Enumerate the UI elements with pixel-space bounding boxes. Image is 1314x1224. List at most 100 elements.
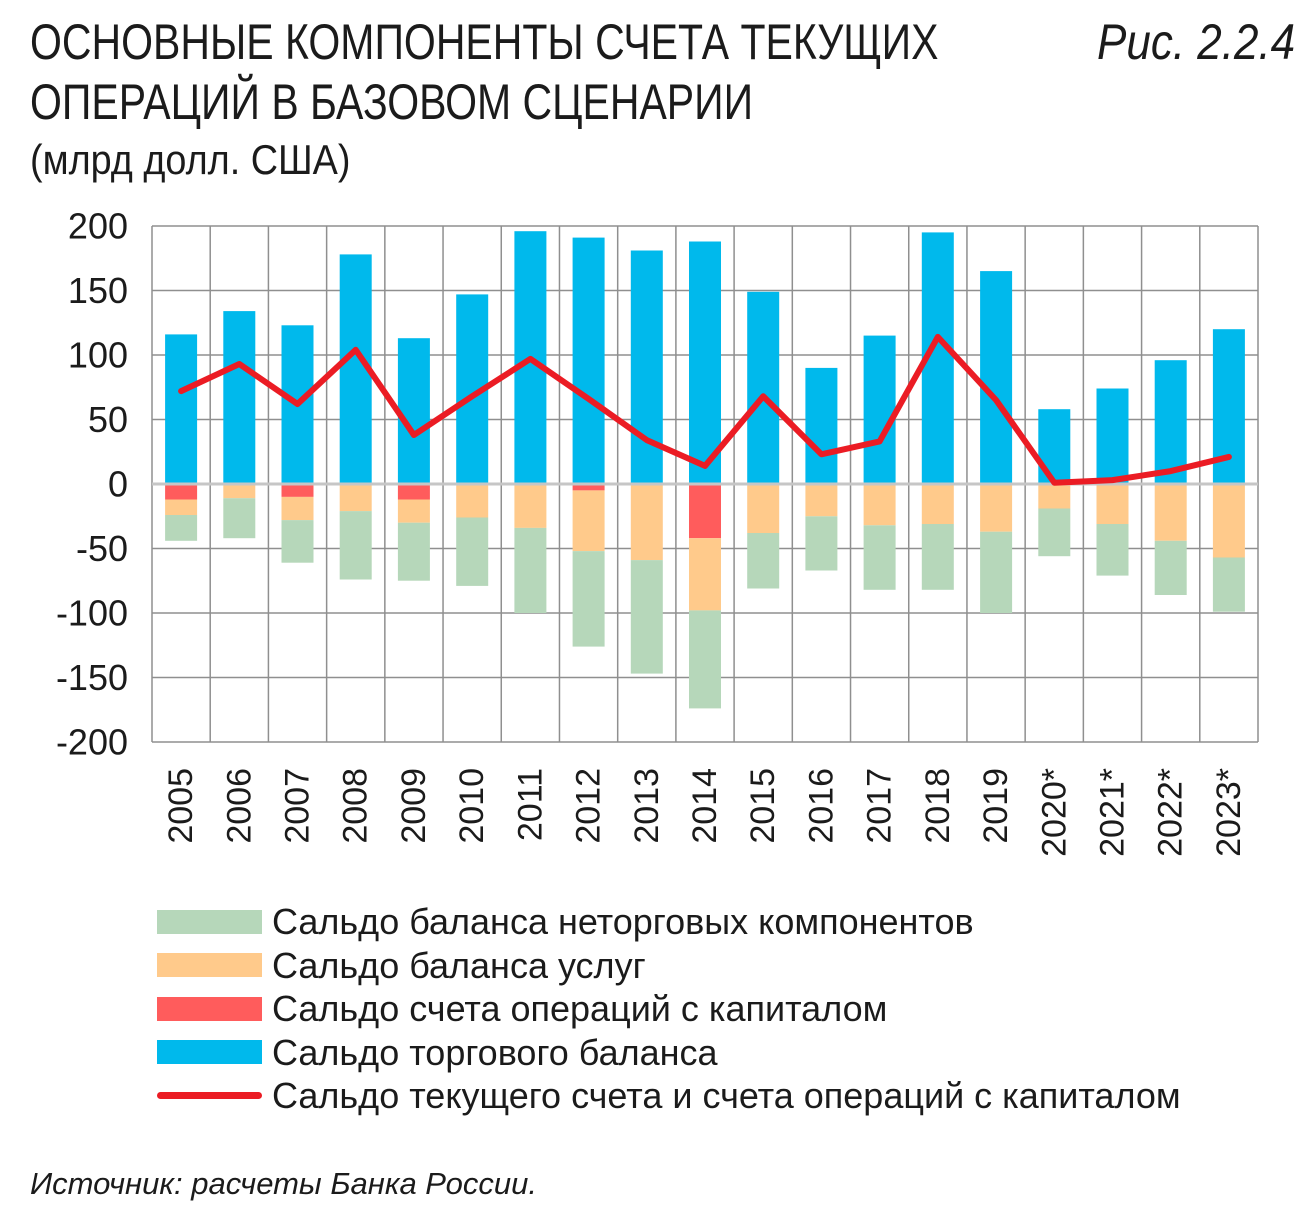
x-tick-label: 2018 xyxy=(919,768,957,844)
bar-series-3-2019 xyxy=(980,271,1013,484)
x-tick-label: 2022* xyxy=(1152,768,1190,857)
x-tick-label: 2014 xyxy=(686,768,724,844)
y-tick-label: 0 xyxy=(108,464,128,505)
bar-series-0-2019 xyxy=(980,531,1013,613)
bar-series-1-2010 xyxy=(456,484,489,518)
figure-number: Рис. 2.2.4 xyxy=(1096,14,1295,70)
legend-item-services: Сальдо баланса услуг xyxy=(157,944,1181,988)
bar-series-1-2014 xyxy=(689,538,721,611)
x-tick-label: 2009 xyxy=(395,768,433,844)
legend-item-capital: Сальдо счета операций с капиталом xyxy=(157,987,1181,1031)
bar-series-3-2006 xyxy=(223,311,256,484)
x-tick-label: 2015 xyxy=(744,768,782,844)
y-axis-labels: 200 150 100 50 0 -50 -100 -150 -200 xyxy=(56,206,128,763)
bar-series-0-2017 xyxy=(863,525,896,590)
bar-series-3-2014 xyxy=(689,241,721,484)
legend-item-trade: Сальдо торгового баланса xyxy=(157,1031,1181,1075)
chart-title-line-1: ОСНОВНЫЕ КОМПОНЕНТЫ СЧЕТА ТЕКУЩИХ xyxy=(30,14,939,70)
chart-legend: Сальдо баланса неторговых компонентов Са… xyxy=(157,900,1181,1118)
bar-series-3-2012 xyxy=(572,237,605,484)
bar-series-1-2022 xyxy=(1154,484,1187,541)
bar-series-1-2021 xyxy=(1096,484,1129,524)
x-tick-label: 2017 xyxy=(861,768,899,844)
bar-series-1-2006 xyxy=(223,484,256,499)
x-tick-label: 2020* xyxy=(1035,768,1073,857)
line-series xyxy=(178,333,1232,486)
bar-series-0-2009 xyxy=(397,522,430,581)
bar-series-3-2021 xyxy=(1096,388,1129,484)
bar-series-3-2020 xyxy=(1038,409,1071,484)
bar-series-1-2017 xyxy=(863,484,896,526)
bar-series-3-2017 xyxy=(863,335,896,484)
y-tick-label: -100 xyxy=(56,593,128,634)
bar-series-2-2009 xyxy=(397,484,430,500)
bar-series-3-2013 xyxy=(630,250,663,484)
y-tick-label: 150 xyxy=(68,270,128,311)
bar-series-1-2005 xyxy=(165,499,198,515)
bar-series-3-2016 xyxy=(805,367,838,484)
x-tick-label: 2016 xyxy=(802,768,840,844)
bar-series-0-2015 xyxy=(747,533,780,589)
x-tick-label: 2011 xyxy=(511,768,549,841)
bar-series-3-2009 xyxy=(397,338,430,484)
x-axis-labels: 2005 2006 2007 2008 2009 2010 2011 2012 2013 2014… xyxy=(162,768,1248,857)
bar-series-1-2011 xyxy=(514,484,547,528)
bar-series-1-2015 xyxy=(747,484,780,533)
y-tick-label: 100 xyxy=(68,335,128,376)
bar-series-0-2021 xyxy=(1096,524,1129,576)
bar-series-2-2014 xyxy=(689,484,721,539)
y-tick-label: 200 xyxy=(68,206,128,247)
y-tick-label: -50 xyxy=(76,528,128,569)
x-tick-label: 2012 xyxy=(570,768,608,844)
bar-series-0-2006 xyxy=(223,498,256,539)
x-tick-label: 2019 xyxy=(977,768,1015,844)
legend-label-services: Сальдо баланса услуг xyxy=(272,944,646,986)
legend-item-non-trade: Сальдо баланса неторговых компонентов xyxy=(157,900,1181,944)
bar-series-2-2005 xyxy=(165,484,198,500)
legend-swatch-current-account-line xyxy=(157,1092,262,1100)
bar-series-1-2023 xyxy=(1212,484,1245,558)
bar-series-0-2008 xyxy=(339,511,372,580)
source-note: Источник: расчеты Банка России. xyxy=(30,1166,537,1201)
y-tick-label: 50 xyxy=(88,399,128,440)
legend-label-current-account: Сальдо текущего счета и счета операций с… xyxy=(272,1075,1181,1117)
bar-series-0-2020 xyxy=(1038,508,1071,557)
bar-series-2-2012 xyxy=(572,484,605,491)
chart-title-line-2: ОПЕРАЦИЙ В БАЗОВОМ СЦЕНАРИИ xyxy=(30,74,754,130)
bar-series-0-2016 xyxy=(805,516,838,571)
x-tick-label: 2005 xyxy=(162,768,200,844)
chart-units-subtitle: (млрд долл. США) xyxy=(30,136,351,183)
bar-series-0-2012 xyxy=(572,551,605,647)
x-tick-label: 2008 xyxy=(337,768,375,844)
x-tick-label: 2013 xyxy=(628,768,666,844)
legend-swatch-capital xyxy=(157,996,262,1021)
legend-item-current-account: Сальдо текущего счета и счета операций с… xyxy=(157,1074,1181,1118)
bar-series-1-2020 xyxy=(1038,484,1071,509)
bar-series-1-2008 xyxy=(339,484,372,512)
bar-series-0-2007 xyxy=(281,520,314,563)
legend-swatch-trade xyxy=(157,1040,262,1065)
bar-series-3-2022 xyxy=(1154,360,1187,484)
bar-series-0-2005 xyxy=(165,515,198,541)
legend-label-capital: Сальдо счета операций с капиталом xyxy=(272,988,888,1030)
bar-series-1-2007 xyxy=(281,496,314,521)
legend-swatch-non-trade xyxy=(157,909,262,934)
bar-series-1-2012 xyxy=(572,490,605,551)
legend-label-non-trade: Сальдо баланса неторговых компонентов xyxy=(272,901,974,943)
bar-series-1-2013 xyxy=(630,484,663,561)
y-tick-label: -200 xyxy=(56,722,128,763)
bar-series-1-2019 xyxy=(980,484,1013,532)
x-tick-label: 2023* xyxy=(1210,768,1248,857)
line-series-4 xyxy=(178,333,1232,486)
bar-series-3-2005 xyxy=(165,334,198,484)
x-tick-label: 2007 xyxy=(279,768,317,844)
bar-series-2-2007 xyxy=(281,484,314,497)
bar-series-0-2013 xyxy=(630,560,663,674)
bar-series-0-2014 xyxy=(689,610,721,709)
bar-series-1-2009 xyxy=(397,499,430,523)
y-tick-label: -150 xyxy=(56,657,128,698)
x-tick-label: 2021* xyxy=(1094,768,1132,857)
legend-swatch-services xyxy=(157,953,262,978)
bar-series-0-2011 xyxy=(514,527,547,613)
